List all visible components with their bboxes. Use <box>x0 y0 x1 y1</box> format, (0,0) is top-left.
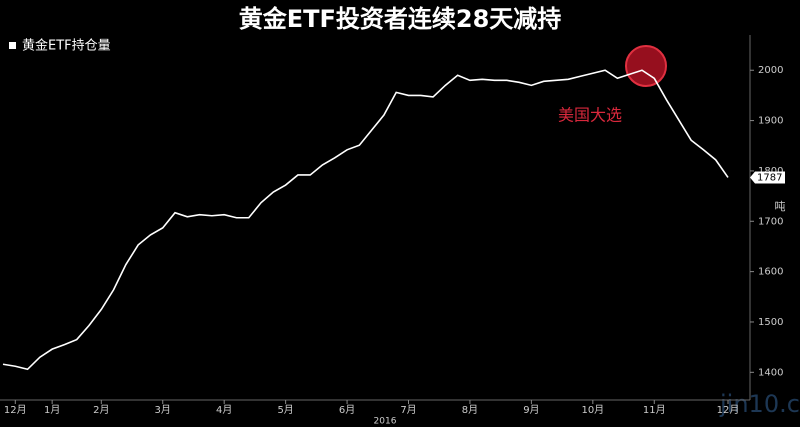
y-tick-label: 1900 <box>758 116 783 127</box>
x-tick-label: 11月 <box>643 404 666 416</box>
y-tick-label: 1500 <box>758 317 783 328</box>
y-tick-label: 1700 <box>758 216 783 227</box>
x-tick-label: 4月 <box>216 404 232 416</box>
last-value-label: 1787 <box>757 172 782 183</box>
x-tick-label: 12月 <box>717 404 740 416</box>
y-tick-label: 2000 <box>758 65 783 76</box>
x-tick-label: 2月 <box>93 404 109 416</box>
x-tick-label: 5月 <box>277 404 293 416</box>
y-tick-label: 1800 <box>758 166 783 177</box>
x-tick-label: 1月 <box>44 404 60 416</box>
highlight-circle <box>625 45 667 87</box>
annotation: 美国大选 <box>558 106 622 125</box>
x-tick-label: 10月 <box>581 404 604 416</box>
watermark: jin10.com <box>719 390 800 418</box>
y-tick-label: 1600 <box>758 267 783 278</box>
y-tick-label: 1400 <box>758 367 783 378</box>
x-axis-sublabel: 2016 <box>374 417 397 427</box>
x-tick-label: 6月 <box>339 404 355 416</box>
x-tick-label: 9月 <box>523 404 539 416</box>
data-line <box>2 69 729 371</box>
x-tick-label: 8月 <box>462 404 478 416</box>
x-tick-label: 3月 <box>155 404 171 416</box>
chart-title: 黄金ETF投资者连续28天减持 <box>239 5 562 33</box>
legend-swatch <box>9 42 16 49</box>
last-value-box <box>750 171 785 184</box>
y-axis-label: 吨 <box>775 200 786 213</box>
x-tick-label: 7月 <box>400 404 416 416</box>
legend-label: 黄金ETF持仓量 <box>22 38 111 54</box>
x-tick-label: 12月 <box>4 404 27 416</box>
